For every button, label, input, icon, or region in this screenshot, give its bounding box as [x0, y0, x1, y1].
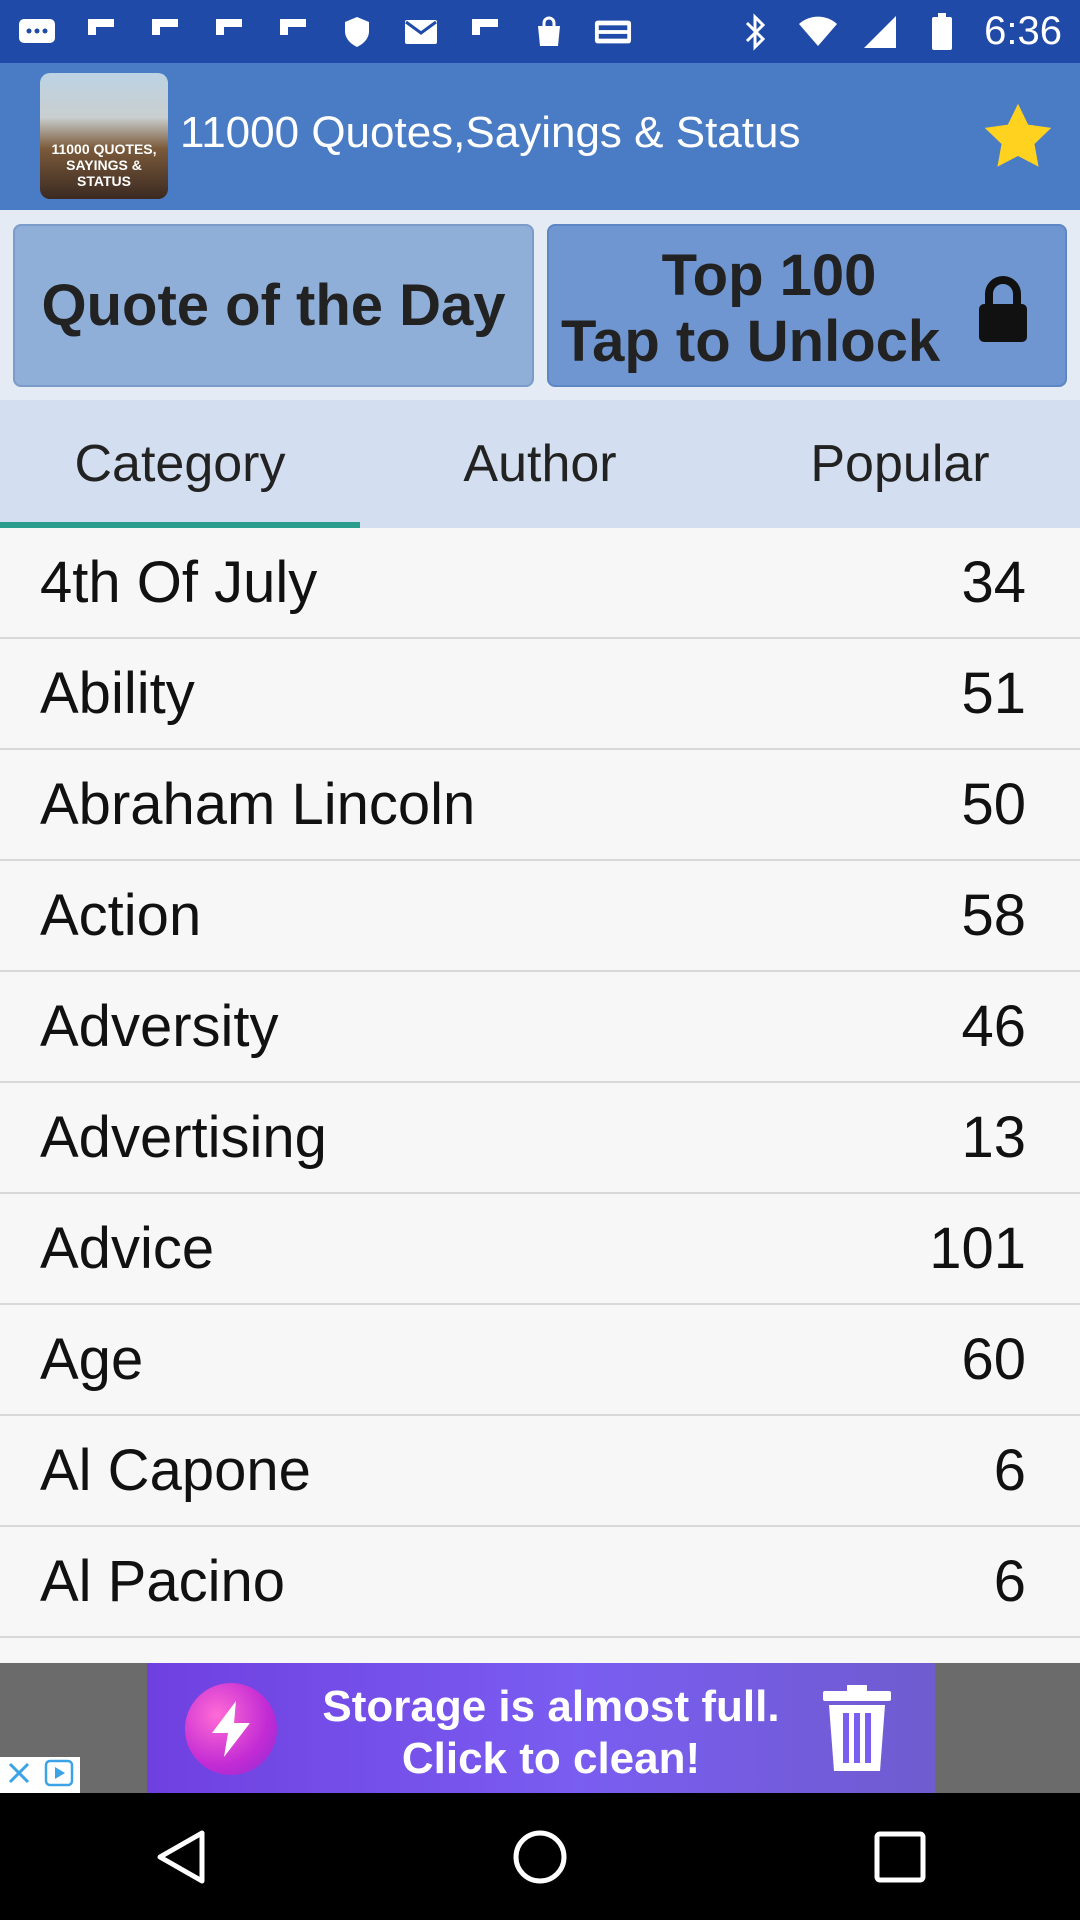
tab-author[interactable]: Author — [463, 435, 617, 493]
adchoices-icon[interactable] — [44, 1758, 74, 1793]
shield-icon — [338, 13, 376, 51]
category-name: 4th Of July — [40, 550, 318, 615]
tab-bar: Category Author Popular — [0, 400, 1080, 528]
list-item[interactable]: Abraham Lincoln 50 — [0, 750, 1080, 861]
app-header: 11000 QUOTES, SAYINGS & STATUS 11000 Quo… — [0, 63, 1080, 210]
tab-popular[interactable]: Popular — [810, 435, 990, 493]
category-count: 6 — [993, 1438, 1026, 1503]
list-item[interactable]: Advice 101 — [0, 1194, 1080, 1305]
category-name: Advice — [40, 1216, 215, 1281]
trash-icon — [819, 1685, 895, 1773]
ad-line2: Click to clean! — [401, 1734, 701, 1783]
notification-icons — [18, 13, 632, 51]
category-name: Adversity — [40, 994, 279, 1059]
ad-close[interactable] — [0, 1757, 80, 1793]
flipboard-icon — [146, 13, 184, 51]
category-name: Al Capone — [40, 1438, 311, 1503]
flipboard-icon — [210, 13, 248, 51]
mail-icon — [402, 13, 440, 51]
shopping-bag-icon — [530, 13, 568, 51]
category-name: Action — [40, 883, 202, 948]
tap-to-unlock-label: Tap to Unlock — [561, 309, 941, 374]
list-item[interactable]: Age 60 — [0, 1305, 1080, 1416]
list-item[interactable]: Action 58 — [0, 861, 1080, 972]
wifi-icon — [798, 12, 838, 52]
top-buttons: Quote of the Day Top 100 Tap to Unlock — [0, 210, 1080, 400]
app-title: 11000 Quotes,Sayings & Status — [180, 108, 801, 157]
ad-banner[interactable]: Storage is almost full. Click to clean! — [0, 1663, 1080, 1793]
bluetooth-icon — [736, 12, 776, 52]
category-count: 34 — [961, 550, 1026, 615]
category-count: 50 — [961, 772, 1026, 837]
app-logo: 11000 QUOTES, SAYINGS & STATUS — [40, 73, 168, 199]
star-icon[interactable] — [980, 99, 1056, 175]
category-count: 46 — [961, 994, 1026, 1059]
category-name: Age — [40, 1327, 144, 1392]
flipboard-icon — [466, 13, 504, 51]
category-name: Advertising — [40, 1105, 327, 1170]
home-button[interactable] — [500, 1817, 580, 1897]
lock-icon — [975, 274, 1031, 344]
ad-line1: Storage is almost full. — [322, 1682, 780, 1731]
category-count: 58 — [961, 883, 1026, 948]
list-item[interactable]: Advertising 13 — [0, 1083, 1080, 1194]
signal-icon — [860, 12, 900, 52]
list-item[interactable]: Al Pacino 6 — [0, 1527, 1080, 1638]
battery-icon — [922, 12, 962, 52]
category-name: Al Pacino — [40, 1549, 286, 1614]
category-count: 60 — [961, 1327, 1026, 1392]
category-count: 51 — [961, 661, 1026, 726]
category-count: 101 — [929, 1216, 1026, 1281]
quote-of-the-day-button[interactable]: Quote of the Day — [13, 224, 534, 387]
ad-creative[interactable]: Storage is almost full. Click to clean! — [147, 1663, 935, 1793]
navigation-bar — [0, 1793, 1080, 1920]
status-time: 6:36 — [984, 9, 1062, 53]
recent-apps-button[interactable] — [860, 1817, 940, 1897]
list-item[interactable]: Adversity 46 — [0, 972, 1080, 1083]
logo-text: 11000 QUOTES, SAYINGS & STATUS — [51, 141, 157, 189]
status-bar: 6:36 — [0, 0, 1080, 63]
list-item[interactable]: Al Capone 6 — [0, 1416, 1080, 1527]
lightning-bolt-icon — [185, 1683, 277, 1775]
espn-dallas-icon — [594, 13, 632, 51]
list-item[interactable]: Ability 51 — [0, 639, 1080, 750]
category-count: 6 — [993, 1549, 1026, 1614]
top100-label: Top 100 — [661, 243, 877, 308]
message-icon — [18, 13, 56, 51]
flipboard-icon — [82, 13, 120, 51]
category-list[interactable]: 4th Of July 34 Ability 51 Abraham Lincoln 5… — [0, 528, 1080, 1663]
list-item[interactable]: 4th Of July 34 — [0, 528, 1080, 639]
category-count: 13 — [961, 1105, 1026, 1170]
back-button[interactable] — [140, 1817, 220, 1897]
top-100-unlock-button[interactable]: Top 100 Tap to Unlock — [547, 224, 1067, 387]
status-right: 6:36 — [736, 9, 1062, 54]
category-name: Ability — [40, 661, 195, 726]
ad-text: Storage is almost full. Click to clean! — [297, 1681, 805, 1785]
close-icon[interactable] — [6, 1760, 32, 1791]
category-name: Abraham Lincoln — [40, 772, 476, 837]
flipboard-icon — [274, 13, 312, 51]
tab-category[interactable]: Category — [0, 400, 360, 528]
